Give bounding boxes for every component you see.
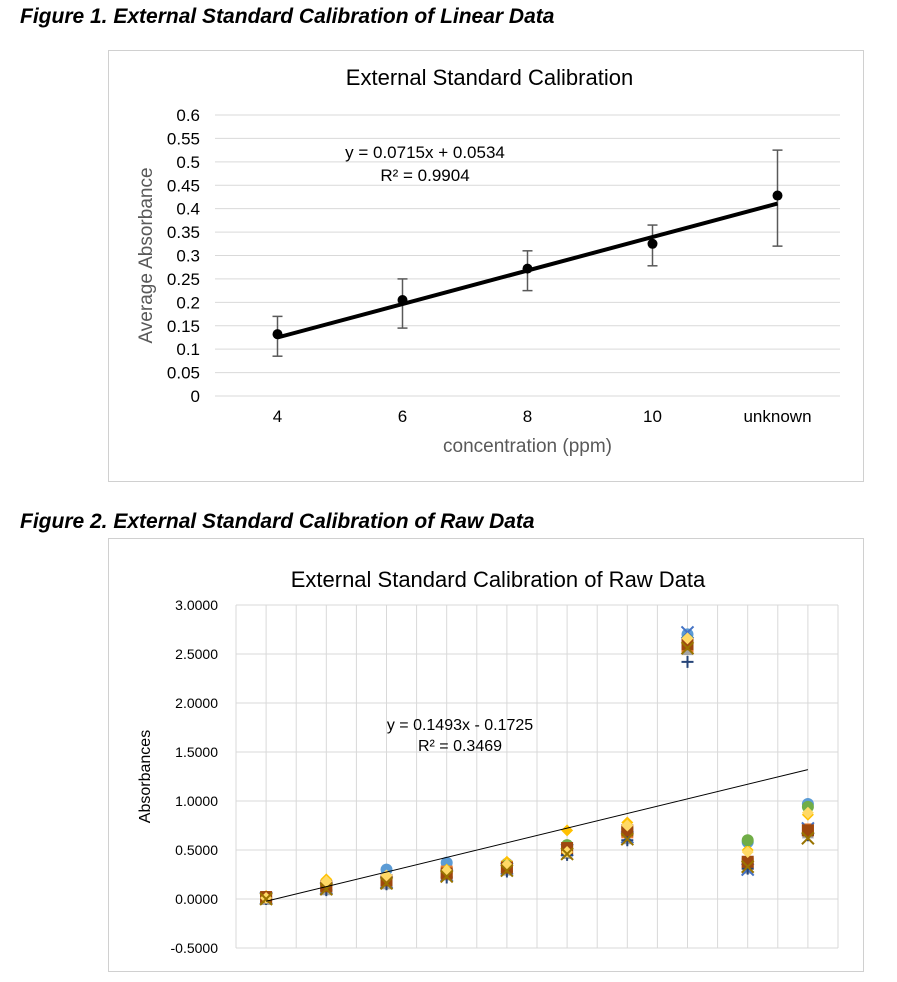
data-point <box>379 876 394 891</box>
data-point <box>259 892 273 906</box>
data-point <box>397 294 408 305</box>
data-point <box>500 863 514 878</box>
x-tick-label: 6 <box>398 407 407 426</box>
chart-2-title: External Standard Calibration of Raw Dat… <box>291 567 706 592</box>
trendline <box>265 769 809 902</box>
y-tick-label: 0.3 <box>176 247 200 266</box>
data-point <box>801 806 814 819</box>
chart-2-frame <box>108 538 864 972</box>
data-point <box>680 641 695 655</box>
y-tick-label: 0.35 <box>167 223 200 242</box>
y-tick-label: 1.5000 <box>175 744 218 760</box>
data-point <box>681 655 694 668</box>
x-axis-title: concentration (ppm) <box>443 436 612 457</box>
x-tick-label: 4 <box>273 407 282 426</box>
y-tick-label: 1.0000 <box>175 793 218 809</box>
y-tick-label: 0.5 <box>176 153 200 172</box>
x-tick-label: 10 <box>643 407 662 426</box>
x-tick-label: 8 <box>523 407 532 426</box>
data-point <box>439 869 454 884</box>
data-point <box>561 824 574 837</box>
data-point <box>741 845 754 858</box>
y-tick-label: 2.0000 <box>175 695 218 711</box>
data-point <box>741 834 754 847</box>
data-point <box>320 875 333 888</box>
chart-1-title: External Standard Calibration <box>346 65 633 90</box>
data-point <box>561 845 574 858</box>
data-point <box>681 632 694 645</box>
y-tick-label: 0.5000 <box>175 842 218 858</box>
y-tick-label: 0.25 <box>167 270 200 289</box>
data-point <box>522 263 533 274</box>
chart-1-frame <box>108 50 864 482</box>
data-point <box>740 859 755 874</box>
y-tick-label: 0.2 <box>176 293 200 312</box>
y-tick-label: 0.6 <box>176 106 200 125</box>
figure-2-caption: Figure 2. External Standard Calibration … <box>20 510 535 533</box>
y-axis-title: Average Absorbance <box>136 167 157 343</box>
y-tick-label: 0.15 <box>167 317 200 336</box>
y-tick-label: 0.0000 <box>175 891 218 907</box>
y-tick-label: 2.5000 <box>175 646 218 662</box>
data-point <box>772 190 783 201</box>
y-tick-label: 0.05 <box>167 364 200 383</box>
y-tick-label: 0.4 <box>176 200 200 219</box>
trendline-equation: y = 0.1493x - 0.1725 <box>387 717 533 734</box>
data-point <box>801 831 815 845</box>
y-tick-label: 0.1 <box>176 340 200 359</box>
figure-1-caption: Figure 1. External Standard Calibration … <box>20 5 555 28</box>
data-point <box>620 832 635 846</box>
y-tick-label: 0.45 <box>167 176 200 195</box>
data-point <box>272 329 283 340</box>
data-point <box>621 819 634 832</box>
y-tick-label: 0 <box>191 387 200 406</box>
y-tick-label: -0.5000 <box>171 940 219 956</box>
trendline-equation: y = 0.0715x + 0.0534 <box>345 143 505 162</box>
trendline-r2: R² = 0.9904 <box>380 166 469 185</box>
data-point <box>801 824 814 837</box>
trendline-r2: R² = 0.3469 <box>418 738 502 755</box>
y-tick-label: 0.55 <box>167 129 200 148</box>
data-point <box>647 238 658 249</box>
x-tick-label: unknown <box>743 407 811 426</box>
data-point <box>560 847 574 861</box>
y-tick-label: 3.0000 <box>175 597 218 613</box>
y-axis-title: Absorbances <box>137 730 154 823</box>
